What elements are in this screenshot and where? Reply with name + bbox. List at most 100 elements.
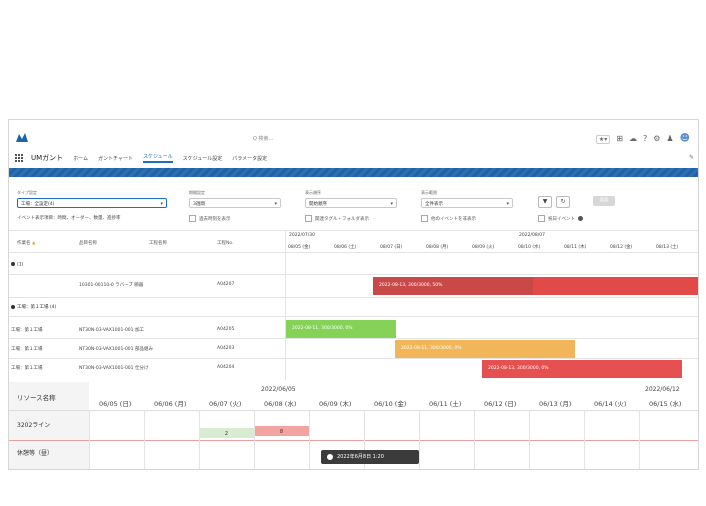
group-header-1[interactable]: (1): [11, 262, 23, 268]
grid-line: [199, 410, 200, 469]
table-row-2-no: A04205: [217, 327, 235, 332]
group-header-1-label: (1): [17, 262, 24, 268]
upper-month-right: 2022/08/07: [519, 233, 545, 238]
chevron-down-icon: ▾: [274, 201, 277, 207]
upper-day-header: 08/10 (水): [518, 245, 541, 250]
order-select[interactable]: 開始順序 ▾: [305, 198, 397, 208]
divider: [9, 410, 698, 411]
col-header-work[interactable]: 作業名 ▲: [17, 240, 35, 246]
favorites-icon[interactable]: ★▾: [595, 134, 611, 144]
nav-schedule[interactable]: スケジュール: [142, 153, 173, 163]
resource-bar-1[interactable]: 2: [199, 428, 254, 438]
grid-line: [584, 410, 585, 469]
avatar[interactable]: ☻: [679, 133, 690, 144]
grid-line: [419, 410, 420, 469]
app-launcher-icon[interactable]: [15, 154, 23, 162]
cloud-icon[interactable]: ☁: [628, 134, 637, 143]
divider: [9, 230, 698, 231]
hide-other-events-checkbox[interactable]: 他のイベントを非表示: [421, 215, 476, 222]
lower-day-header: 06/13 (月): [539, 400, 572, 408]
app-logo-icon[interactable]: [15, 131, 29, 143]
folder-checkbox[interactable]: 関連タグル・フォルダ表示: [305, 215, 369, 222]
upper-month-left: 2022/07/30: [289, 233, 315, 238]
chevron-down-icon: ▾: [390, 201, 393, 207]
app-window: Q 検索... ★▾ ⊞ ☁ ? ⚙ ♟ ☻ UMガント ホーム ガントチャート…: [8, 119, 699, 470]
table-row-3-work: 工場：第１工場: [11, 347, 43, 352]
divider: [9, 316, 698, 317]
divider: [9, 252, 698, 253]
nav-home[interactable]: ホーム: [73, 155, 89, 162]
nav-gantt[interactable]: ガントチャート: [98, 155, 133, 162]
col-header-process-no[interactable]: 工程No.: [217, 241, 234, 246]
resource-row-2[interactable]: 休憩等（昼）: [17, 450, 54, 457]
grid-line: [89, 410, 90, 469]
upper-day-header: 08/13 (土): [656, 245, 679, 250]
gantt-bar-1[interactable]: 2022-08-13, 300/3000, 50%: [373, 277, 533, 295]
clock-icon: [327, 453, 333, 460]
order-select-value: 開始順序: [309, 202, 327, 207]
table-row-1-item: 10301-00110-0 ラバーブ 腕器: [79, 283, 144, 288]
divider: [9, 338, 698, 339]
upper-day-header: 08/05 (金): [288, 245, 311, 250]
upper-day-header: 08/08 (月): [426, 245, 449, 250]
lower-day-header: 06/06 (月): [154, 400, 187, 408]
resource-column: [9, 382, 89, 469]
gantt-bar-3[interactable]: 2022-08-11, 300/3000, 0%: [395, 340, 575, 358]
resource-bar-2[interactable]: 8: [254, 426, 309, 436]
upper-day-header: 08/09 (火): [472, 245, 495, 250]
past-time-checkbox[interactable]: 過去時刻を表示: [189, 215, 231, 222]
grid-line: [364, 410, 365, 469]
grid-line: [144, 410, 145, 469]
gantt-bar-2[interactable]: 2022-08-11, 300/3000, 0%: [286, 320, 396, 338]
grid-line: [639, 410, 640, 469]
holiday-checkbox[interactable]: 祝日イベント: [538, 215, 583, 222]
divider: [9, 358, 698, 359]
gear-icon[interactable]: ⚙: [653, 134, 661, 143]
holiday-label: 祝日イベント: [548, 216, 575, 222]
notification-bell-icon[interactable]: ♟: [666, 134, 674, 143]
grid-line: [474, 410, 475, 469]
help-icon[interactable]: ?: [642, 134, 648, 143]
time-tooltip: 2022年6月8日 1:20: [321, 450, 419, 464]
lower-day-header: 06/12 (日): [484, 400, 517, 408]
lower-day-header: 06/05 (日): [99, 400, 132, 408]
lower-day-header: 06/08 (水): [264, 400, 297, 408]
divider: [9, 440, 698, 441]
table-row-3-no: A04203: [217, 346, 235, 351]
chevron-down-icon: ▾: [160, 201, 163, 207]
gantt-bar-4[interactable]: 2022-08-13, 300/3000, 0%: [482, 360, 682, 378]
table-row-2-item: NT30N-03-VAX1001-001 加工: [79, 328, 144, 333]
period-select[interactable]: 3週間 ▾: [189, 198, 281, 208]
group-header-2[interactable]: 工場：第１工場 (4): [11, 304, 56, 310]
period-filter-label: 期間設定: [189, 190, 205, 195]
resource-row-1[interactable]: 3202ライン: [17, 422, 51, 429]
lower-day-header: 06/10 (金): [374, 400, 407, 408]
nav-parameter-settings[interactable]: パラメータ設定: [232, 155, 268, 162]
upper-day-header: 08/06 (土): [334, 245, 357, 250]
upper-day-header: 08/11 (木): [564, 245, 587, 250]
nav-schedule-settings[interactable]: スケジュール設定: [182, 155, 223, 162]
info-icon: [578, 216, 583, 221]
group-header-2-label: 工場：第１工場 (4): [17, 305, 57, 310]
global-search-input[interactable]: Q 検索...: [253, 136, 274, 142]
header-banner: [9, 168, 698, 177]
global-actions-icon[interactable]: ⊞: [616, 134, 623, 143]
event-filter-label: 表示範囲: [421, 190, 437, 195]
type-select[interactable]: 工場：全設定(4) ▾: [17, 198, 167, 208]
table-row-4-work: 工場：第１工場: [11, 366, 43, 371]
edit-nav-icon[interactable]: ✎: [688, 154, 694, 161]
upper-day-header: 08/07 (日): [380, 245, 403, 250]
gantt-bar-1-remaining[interactable]: [533, 277, 698, 295]
col-header-process[interactable]: 工程名称: [149, 241, 167, 246]
table-row-1-no: A04207: [217, 282, 235, 287]
lower-day-header: 06/07 (火): [209, 400, 242, 408]
lower-month-right: 2022/06/12: [645, 386, 680, 393]
event-select[interactable]: 全件表示 ▾: [421, 198, 513, 208]
refresh-button[interactable]: ↻: [556, 196, 570, 208]
order-filter-label: 表示順序: [305, 190, 321, 195]
filter-button[interactable]: ▼: [538, 196, 552, 208]
col-header-item[interactable]: 品目名称: [79, 241, 97, 246]
grid-line: [309, 410, 310, 469]
add-button[interactable]: 追加: [593, 196, 615, 206]
app-name: UMガント: [31, 154, 64, 162]
